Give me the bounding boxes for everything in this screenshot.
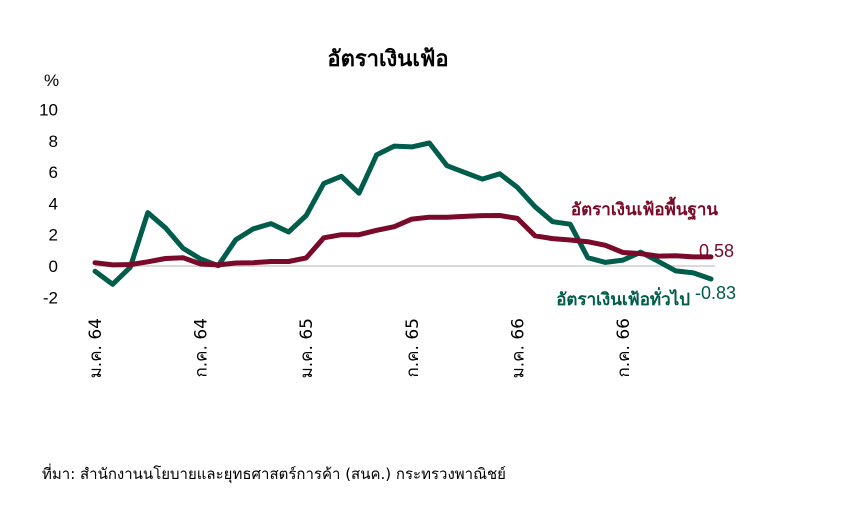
y-tick-label: 10 xyxy=(39,101,58,120)
y-tick-label: 0 xyxy=(49,257,58,276)
series-lines xyxy=(92,140,714,287)
series-line-headline xyxy=(92,140,714,287)
y-tick-label: 4 xyxy=(49,194,58,213)
end-value-headline: -0.83 xyxy=(695,283,736,303)
y-tick-label: -2 xyxy=(43,288,58,307)
x-tick-label: ก.ค. 64 xyxy=(192,318,212,378)
series-line-core xyxy=(92,213,714,268)
series-name-core: อัตราเงินเฟ้อพื้นฐาน xyxy=(571,196,718,221)
chart-title: อัตราเงินเฟ้อ xyxy=(327,47,448,72)
y-axis-unit: % xyxy=(44,71,59,90)
series-name-headline: อัตราเงินเฟ้อทั่วไป xyxy=(556,287,690,310)
x-tick-label: ม.ค. 64 xyxy=(86,318,106,378)
y-tick-label: 6 xyxy=(49,163,58,182)
y-axis-ticks: -2 0 2 4 6 8 10 xyxy=(39,101,58,308)
source-note: ที่มา: สำนักงานนโยบายและยุทธศาสตร์การค้า… xyxy=(42,465,506,483)
y-tick-label: 8 xyxy=(49,132,58,151)
y-tick-label: 2 xyxy=(49,226,58,245)
x-tick-label: ม.ค. 66 xyxy=(508,318,528,378)
series-labels: อัตราเงินเฟ้อทั่วไป -0.83 อัตราเงินเฟ้อพื้… xyxy=(556,196,736,310)
x-tick-label: ก.ค. 65 xyxy=(403,318,423,378)
x-tick-label: ก.ค. 66 xyxy=(614,318,634,378)
x-axis-ticks: ม.ค. 64 ก.ค. 64 ม.ค. 65 ก.ค. 65 ม.ค. 66 ก.ค. … xyxy=(86,318,634,378)
x-tick-label: ม.ค. 65 xyxy=(297,318,317,378)
end-value-core: 0.58 xyxy=(699,241,734,261)
